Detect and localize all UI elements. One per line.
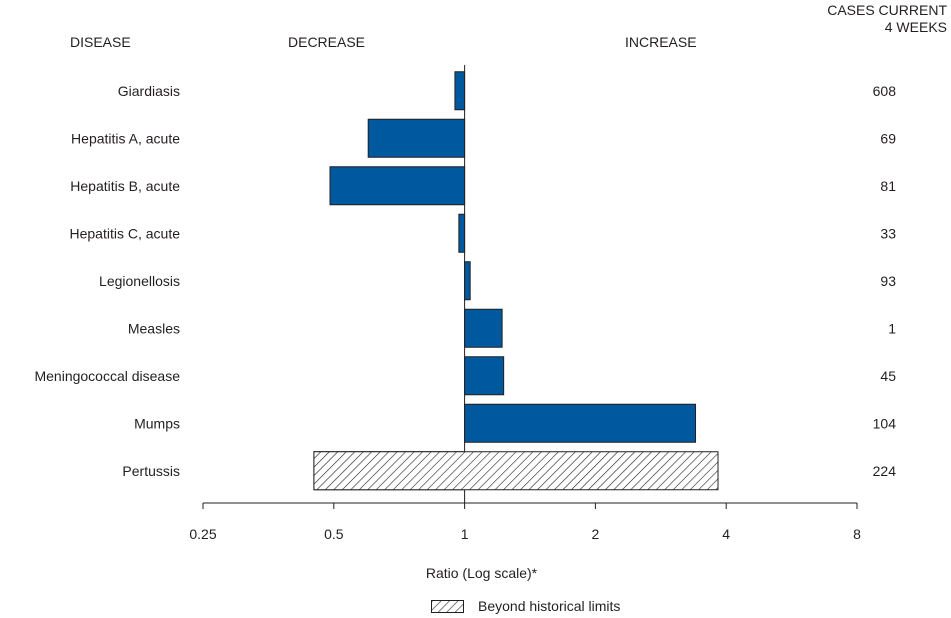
cases-header-line1: CASES CURRENT [827,2,947,18]
cases-value-4: 93 [880,273,896,289]
cases-value-6: 45 [880,368,896,384]
bar-1 [367,118,466,158]
disease-label-6: Meningococcal disease [34,368,180,384]
bars-layer: Giardiasis 608 Hepatitis A, acute 69 Hepatit… [34,65,896,503]
cases-value-3: 33 [880,225,896,241]
disease-label-3: Hepatitis C, acute [70,225,181,241]
cases-value-0: 608 [873,83,897,99]
disease-label-8: Pertussis [122,463,180,479]
legend-hatch-swatch [431,599,464,613]
cases-column-header: CASES CURRENT 4 WEEKS [827,2,947,36]
disease-label-1: Hepatitis A, acute [71,130,180,146]
legend-label: Beyond historical limits [478,598,621,614]
x-tick-label-4: 4 [722,526,730,542]
x-tick-label-1: 0.5 [324,526,344,542]
cases-value-1: 69 [880,130,896,146]
beyond-limits-bar-8 [313,451,719,491]
bar-5 [464,308,503,348]
x-axis-label: Ratio (Log scale)* [425,565,538,581]
x-tick-label-0: 0.25 [189,526,216,542]
disease-column-header: DISEASE [70,34,131,50]
disease-label-4: Legionellosis [99,273,180,289]
disease-label-0: Giardiasis [118,83,180,99]
increase-header: INCREASE [625,34,697,50]
disease-label-7: Mumps [134,415,180,431]
x-tick-label-5: 8 [853,526,861,542]
bar-6 [464,356,505,396]
disease-label-5: Measles [128,320,180,336]
bar-3 [458,213,466,253]
legend: Beyond historical limits [431,598,620,614]
bar-0 [454,71,466,111]
bar-2 [329,166,466,206]
cases-value-5: 1 [888,320,896,336]
x-tick-label-3: 2 [592,526,600,542]
x-tick-label-2: 1 [461,526,469,542]
bar-7 [464,403,697,443]
cases-header-line2: 4 WEEKS [884,19,947,35]
bar-4 [464,261,471,301]
decrease-header: DECREASE [288,34,366,50]
cases-value-7: 104 [873,415,897,431]
cases-value-8: 224 [873,463,897,479]
cases-value-2: 81 [880,178,896,194]
x-axis: 0.25 0.5 1 2 4 8 [189,502,861,542]
disease-label-2: Hepatitis B, acute [70,178,180,194]
